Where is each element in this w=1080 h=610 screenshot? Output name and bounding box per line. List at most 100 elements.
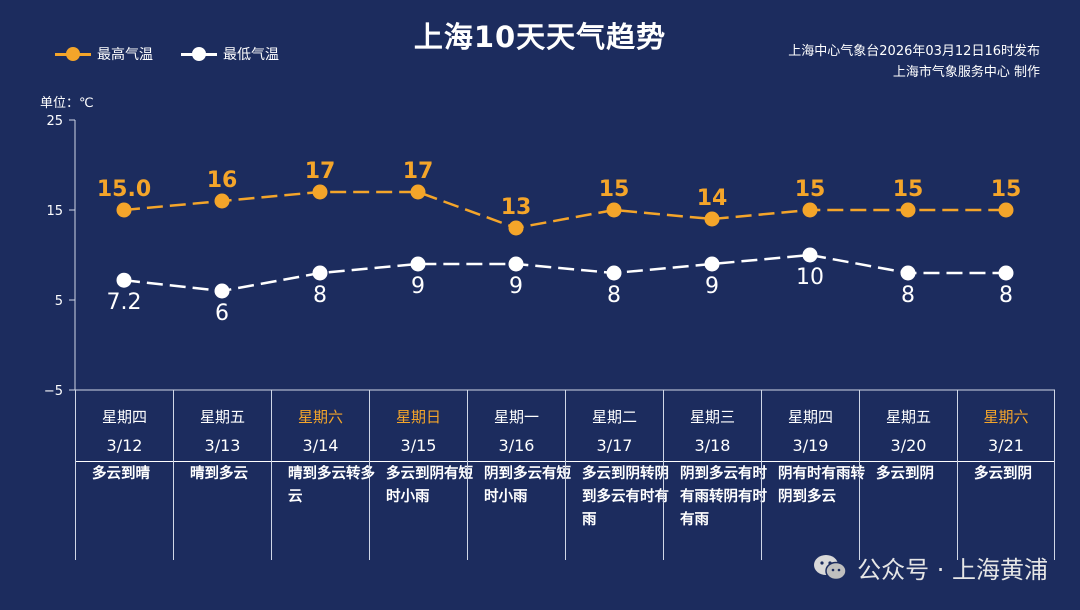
data-label-low: 9 bbox=[705, 274, 719, 299]
weather-description: 晴到多云 bbox=[190, 466, 248, 482]
weather-description: 多云到阴有短时小雨 bbox=[386, 466, 473, 505]
data-label-high: 17 bbox=[403, 159, 434, 184]
data-point-low bbox=[900, 265, 916, 281]
weather-description: 阴到多云有时有雨转阴有时有雨 bbox=[680, 466, 767, 528]
data-label-low: 9 bbox=[411, 274, 425, 299]
weather-description: 阴有时有雨转阴到多云 bbox=[778, 466, 865, 505]
row-separator bbox=[664, 461, 761, 462]
y-tick-label: −5 bbox=[44, 384, 63, 399]
data-label-low: 8 bbox=[901, 283, 915, 308]
data-label-high: 13 bbox=[501, 195, 532, 220]
data-point-low bbox=[312, 265, 328, 281]
data-label-high: 14 bbox=[697, 186, 728, 211]
weather-description: 多云到阴 bbox=[876, 466, 934, 482]
data-label-low: 6 bbox=[215, 301, 229, 326]
data-label-high: 16 bbox=[207, 168, 238, 193]
data-point-low bbox=[998, 265, 1014, 281]
publisher-line-2: 上海市气象服务中心 制作 bbox=[892, 65, 1040, 80]
data-point-high bbox=[704, 211, 720, 227]
series-line-high bbox=[123, 190, 1006, 230]
data-label-low: 7.2 bbox=[107, 290, 142, 315]
legend-high-label: 最高气温 bbox=[97, 47, 153, 63]
date-label: 3/17 bbox=[596, 436, 633, 455]
unit-label: 单位：℃ bbox=[40, 96, 94, 111]
day-column: 星期二 3/17 多云到阴转阴到多云有时有雨 bbox=[565, 390, 669, 560]
y-tick-label: 5 bbox=[55, 294, 63, 309]
chart-title: 上海10天天气趋势 bbox=[413, 20, 667, 54]
data-label-low: 8 bbox=[999, 283, 1013, 308]
watermark-text: 公众号 · 上海黄浦 bbox=[857, 556, 1048, 584]
legend-item-low: 最低气温 bbox=[181, 44, 279, 64]
day-column: 星期三 3/18 阴到多云有时有雨转阴有时有雨 bbox=[663, 390, 767, 560]
weekday-label: 星期三 bbox=[689, 408, 735, 426]
legend-low-swatch bbox=[181, 46, 217, 61]
data-point-high bbox=[410, 184, 426, 200]
date-label: 3/12 bbox=[106, 436, 143, 455]
weekday-label: 星期五 bbox=[885, 408, 931, 426]
data-point-high bbox=[214, 193, 230, 209]
series-line-low bbox=[123, 253, 1006, 293]
y-tick-label: 25 bbox=[46, 114, 63, 129]
weekday-label: 星期六 bbox=[297, 408, 343, 426]
weekday-label: 星期四 bbox=[101, 408, 147, 426]
date-label: 3/18 bbox=[694, 436, 731, 455]
row-separator bbox=[174, 461, 271, 462]
weekday-label: 星期四 bbox=[787, 408, 833, 426]
legend-low-label: 最低气温 bbox=[223, 47, 279, 63]
data-label-high: 17 bbox=[305, 159, 336, 184]
data-point-high bbox=[508, 220, 524, 236]
day-column: 星期六 3/21 多云到阴 bbox=[957, 390, 1055, 560]
day-column: 星期一 3/16 阴到多云有短时小雨 bbox=[467, 390, 571, 560]
data-point-low bbox=[116, 272, 132, 288]
data-point-high bbox=[998, 202, 1014, 218]
watermark: 公众号 · 上海黄浦 bbox=[813, 550, 1048, 585]
date-label: 3/16 bbox=[498, 436, 535, 455]
data-label-high: 15 bbox=[795, 177, 826, 202]
date-label: 3/21 bbox=[988, 436, 1024, 455]
publisher-line-1: 上海中心气象台2026年03月12日16时发布 bbox=[788, 44, 1040, 59]
row-separator bbox=[272, 461, 369, 462]
date-label: 3/14 bbox=[302, 436, 339, 455]
date-label: 3/19 bbox=[792, 436, 829, 455]
data-point-high bbox=[312, 184, 328, 200]
day-column: 星期六 3/14 晴到多云转多云 bbox=[271, 390, 375, 560]
weather-description: 阴到多云有短时小雨 bbox=[484, 466, 571, 505]
date-label: 3/13 bbox=[204, 436, 241, 455]
weather-description: 多云到阴转阴到多云有时有雨 bbox=[582, 466, 669, 528]
legend: 最高气温 最低气温 bbox=[55, 44, 279, 64]
date-label: 3/20 bbox=[890, 436, 927, 455]
weekday-label: 星期一 bbox=[493, 408, 539, 426]
date-label: 3/15 bbox=[400, 436, 437, 455]
data-point-low bbox=[214, 283, 230, 299]
row-separator bbox=[370, 461, 467, 462]
data-point-low bbox=[802, 247, 818, 263]
legend-item-high: 最高气温 bbox=[55, 44, 153, 64]
weekday-label: 星期六 bbox=[983, 408, 1029, 426]
day-column: 星期四 3/19 阴有时有雨转阴到多云 bbox=[761, 390, 865, 560]
weekday-label: 星期二 bbox=[591, 408, 637, 426]
row-separator bbox=[468, 461, 565, 462]
data-point-low bbox=[410, 256, 426, 272]
day-columns: 星期四 3/12 多云到晴 星期五 3/13 晴到多云 星期六 3/14 晴到多云转多云 星期日 3… bbox=[75, 390, 1055, 560]
day-column: 星期五 3/20 多云到阴 bbox=[859, 390, 957, 560]
data-point-high bbox=[802, 202, 818, 218]
data-point-low bbox=[508, 256, 524, 272]
row-separator bbox=[860, 461, 957, 462]
data-point-high bbox=[900, 202, 916, 218]
row-separator bbox=[76, 461, 173, 462]
data-label-high: 15 bbox=[599, 177, 630, 202]
data-label-high: 15.0 bbox=[97, 177, 151, 202]
row-separator bbox=[958, 461, 1054, 462]
data-point-high bbox=[606, 202, 622, 218]
data-label-high: 15 bbox=[991, 177, 1022, 202]
day-column: 星期四 3/12 多云到晴 bbox=[75, 390, 173, 560]
weather-description: 晴到多云转多云 bbox=[288, 466, 375, 505]
wechat-icon bbox=[813, 554, 847, 582]
data-point-low bbox=[606, 265, 622, 281]
data-point-low bbox=[704, 256, 720, 272]
row-separator bbox=[762, 461, 859, 462]
weather-description: 多云到阴 bbox=[974, 466, 1032, 482]
weekday-label: 星期五 bbox=[199, 408, 245, 426]
weather-description: 多云到晴 bbox=[92, 466, 150, 482]
